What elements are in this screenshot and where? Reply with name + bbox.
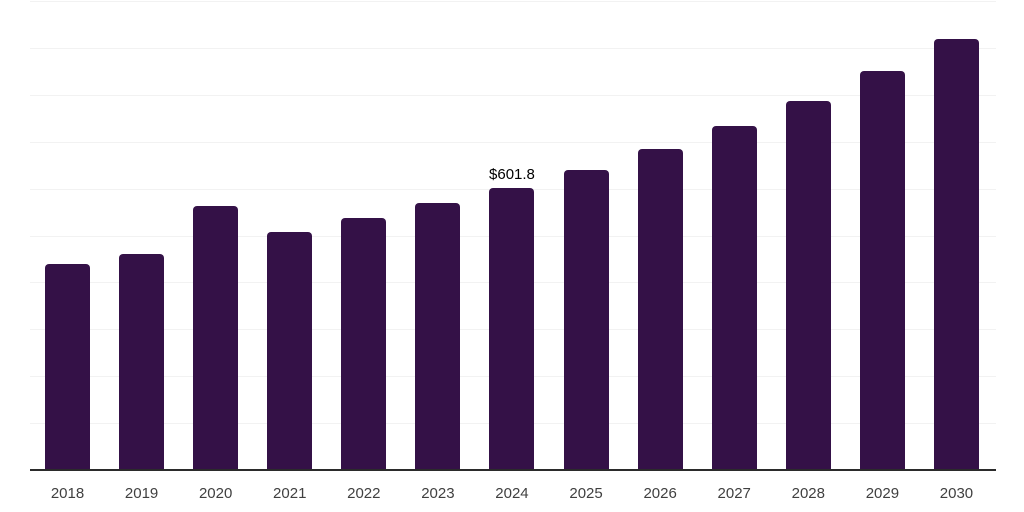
x-tick-label-2019: 2019 [124,485,159,502]
bar-2019 [119,253,165,470]
bar-2029 [859,70,905,470]
bar-column-2026 [637,1,683,470]
data-label-2024: $601.8 [489,165,535,183]
bar-2018 [45,264,90,470]
x-tick-label-2023: 2023 [421,485,455,502]
bar-column-2025 [563,1,609,470]
bar-2020 [193,205,239,470]
bar-2022 [341,218,387,470]
bar-column-2029 [859,1,905,470]
plot-area: $601.8 [30,1,996,470]
bar-2025 [563,169,609,470]
x-axis-line [30,469,996,471]
bar-2023 [415,203,461,470]
bar-column-2027 [711,1,757,470]
bar-column-2018 [45,1,90,470]
bar-column-2030 [933,1,979,470]
bar-2021 [267,232,313,470]
bar-column-2024: $601.8 [489,1,535,470]
x-tick-label-2029: 2029 [865,485,900,502]
x-tick-label-2025: 2025 [569,485,603,502]
bar-2026 [637,149,683,470]
bar-2028 [785,101,831,470]
x-tick-label-2022: 2022 [347,485,381,502]
bar-column-2022 [341,1,387,470]
bar-2027 [711,126,757,470]
bar-column-2019 [119,1,165,470]
x-tick-label-2026: 2026 [643,485,677,502]
x-tick-label-2027: 2027 [717,485,751,502]
bar-column-2021 [267,1,313,470]
bar-column-2023 [415,1,461,470]
bar-column-2020 [193,1,239,470]
bar-column-2028 [785,1,831,470]
x-tick-label-2024: 2024 [495,485,529,502]
x-tick-label-2018: 2018 [50,485,85,502]
bar-2030 [933,39,979,470]
x-tick-label-2028: 2028 [791,485,825,502]
x-tick-label-2030: 2030 [939,485,974,502]
x-tick-label-2020: 2020 [198,485,233,502]
x-tick-label-2021: 2021 [273,485,307,502]
bar-2024 [489,187,535,470]
